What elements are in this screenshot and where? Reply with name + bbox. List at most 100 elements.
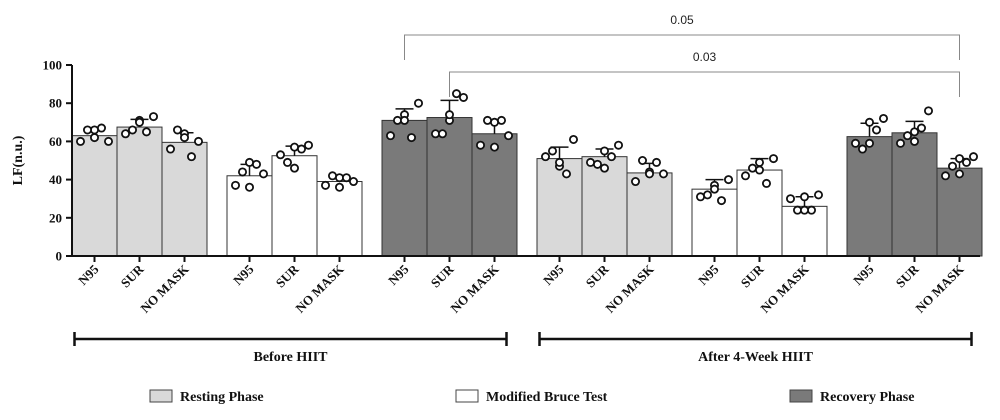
legend-swatch [149,389,173,403]
data-point [548,146,558,156]
data-point [600,163,610,173]
data-point [334,182,344,192]
data-point [769,154,779,164]
bars-layer [71,99,983,257]
data-point [503,131,513,141]
data-point [348,177,358,187]
significance-bracket [449,71,960,97]
data-point [385,131,395,141]
bar [891,132,938,257]
x-tick-label: N95 [540,261,567,288]
data-point [645,169,655,179]
data-point [638,155,648,165]
group-label: After 4-Week HIIT [698,350,813,365]
x-tick-label: N95 [385,261,412,288]
data-point [903,131,913,141]
data-point [482,115,492,125]
data-point [244,157,254,167]
data-point [244,182,254,192]
data-point [230,180,240,190]
p-value-label: 0.05 [670,13,694,27]
data-point [800,205,810,215]
y-tick-label: 80 [49,96,62,111]
data-point [569,134,579,144]
bar [381,119,428,257]
data-point [399,115,409,125]
data-point [83,125,93,135]
data-point [458,92,468,102]
x-tick-label: SUR [118,261,147,290]
data-point [451,89,461,99]
group-label: Before HIIT [253,350,328,365]
data-point [562,169,572,179]
data-point [275,150,285,160]
data-point [541,152,551,162]
data-point [127,125,137,135]
y-tick-label: 0 [56,249,63,264]
data-point [879,113,889,123]
bar [536,158,583,257]
data-point [172,125,182,135]
data-point [741,171,751,181]
y-axis-title: LF(n.u.) [11,135,26,185]
x-tick-label: NO MASK [912,261,967,316]
x-tick-label: SUR [273,261,302,290]
data-point [800,192,810,202]
data-point [97,123,107,133]
data-point [858,144,868,154]
data-point [593,159,603,169]
x-tick-label: N95 [695,261,722,288]
y-tick-label: 60 [49,134,62,149]
data-point [724,175,734,185]
x-tick-label: SUR [583,261,612,290]
data-point [703,190,713,200]
data-point [941,171,951,181]
y-tick-label: 20 [49,210,62,225]
data-point [955,154,965,164]
data-point [962,157,972,167]
data-point [910,127,920,137]
bar [116,126,163,257]
data-point [141,127,151,137]
group-brackets: Before HIIT After 4-Week HIIT [73,332,973,365]
x-tick-label: NO MASK [757,261,812,316]
x-tick-label: NO MASK [602,261,657,316]
data-point [710,184,720,194]
data-point [165,144,175,154]
legend-label: Modified Bruce Test [486,390,608,405]
data-point [917,123,927,133]
data-point [289,142,299,152]
data-point [631,177,641,187]
x-tick-label: N95 [75,261,102,288]
data-point [489,117,499,127]
y-tick-label: 100 [43,58,63,73]
data-point [296,144,306,154]
bar [161,141,208,257]
data-point [607,152,617,162]
data-point [555,157,565,167]
p-value-label: 0.03 [693,50,717,64]
x-tick-label: NO MASK [137,261,192,316]
bar [736,169,783,257]
data-point [186,152,196,162]
legend-swatch [455,389,479,403]
data-point [614,140,624,150]
data-point [865,117,875,127]
x-tick-label: SUR [738,261,767,290]
legend-label: Recovery Phase [820,390,914,405]
data-point [251,159,261,169]
data-point [406,133,416,143]
x-tick-label: SUR [893,261,922,290]
data-point [258,169,268,179]
data-point [696,192,706,202]
data-point [496,115,506,125]
x-tick-label: NO MASK [292,261,347,316]
bar [426,117,473,257]
bar [316,181,363,257]
data-point [444,110,454,120]
bar [936,167,983,257]
data-point [237,167,247,177]
x-tick-label: N95 [230,261,257,288]
data-point [148,112,158,122]
